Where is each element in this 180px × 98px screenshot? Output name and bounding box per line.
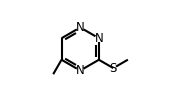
Text: N: N	[76, 21, 85, 34]
Text: N: N	[76, 64, 85, 77]
Text: S: S	[110, 62, 117, 75]
Text: N: N	[94, 32, 103, 45]
